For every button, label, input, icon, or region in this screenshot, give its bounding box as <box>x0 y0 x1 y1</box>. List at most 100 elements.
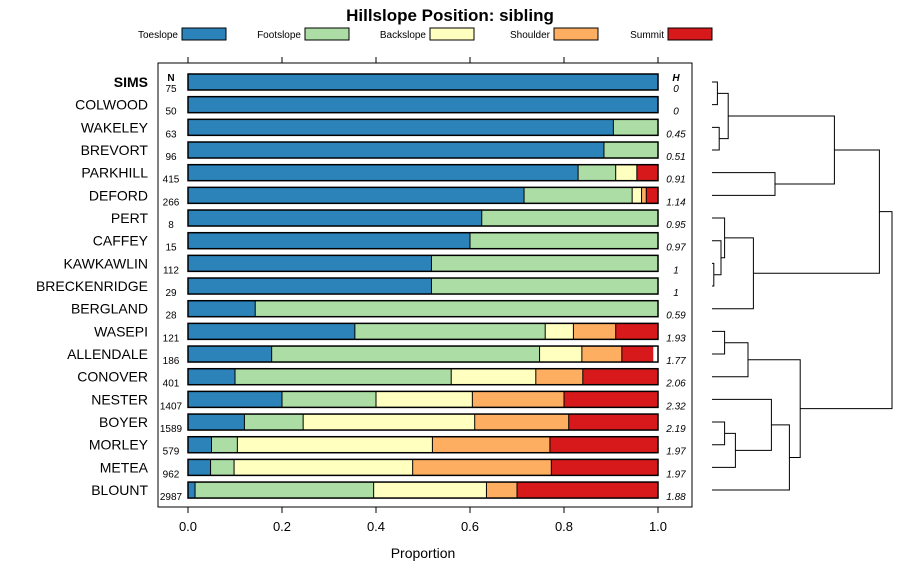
bar-outline-allendale <box>187 345 659 363</box>
row-label-deford: DEFORD <box>89 187 148 203</box>
bar-segment-morley-footslope <box>211 436 238 453</box>
x-axis-title: Proportion <box>391 545 456 561</box>
dendrogram-link <box>712 237 754 310</box>
n-value-morley: 579 <box>163 447 180 458</box>
row-label-boyer: BOYER <box>99 414 148 430</box>
bar-segment-boyer-toeslope <box>188 414 245 431</box>
bar-segment-pert-toeslope <box>188 210 482 227</box>
row-label-nester: NESTER <box>91 391 148 407</box>
dendrogram-link <box>728 115 835 185</box>
h-value-morley: 1.97 <box>666 447 686 458</box>
row-labels-group: SIMS 75 0 COLWOOD 50 0 WAKELEY 63 0.45 BREVORT 96 0… <box>36 74 686 503</box>
x-tick-label: 0.6 <box>461 519 479 534</box>
n-value-wasepi: 121 <box>163 333 180 344</box>
h-value-caffey: 0.97 <box>666 243 686 254</box>
bar-segment-allendale-toeslope <box>188 346 272 363</box>
n-value-breckenridge: 29 <box>165 288 177 299</box>
dendrogram-link <box>712 398 772 451</box>
bar-segment-conover-backslope <box>451 368 536 385</box>
bar-segment-kawkawlin-footslope <box>431 255 658 272</box>
dendrogram-link <box>800 211 893 410</box>
n-value-parkhill: 415 <box>163 175 180 186</box>
bar-segment-parkhill-toeslope <box>188 164 579 181</box>
bar-segment-morley-toeslope <box>188 436 212 453</box>
dendrogram-link <box>712 424 790 491</box>
n-value-blount: 2987 <box>160 492 183 503</box>
row-label-conover: CONOVER <box>77 369 148 385</box>
dendrogram-link <box>753 149 880 274</box>
h-value-colwood: 0 <box>673 107 679 118</box>
row-label-brevort: BREVORT <box>81 142 149 158</box>
bars-group <box>187 73 659 499</box>
dendrogram-link <box>712 81 718 106</box>
bar-segment-nester-toeslope <box>188 391 282 408</box>
row-label-metea: METEA <box>100 459 149 475</box>
h-value-deford: 1.14 <box>666 197 686 208</box>
bar-outline-brevort <box>187 141 659 159</box>
plot-border <box>157 62 693 508</box>
bar-segment-deford-toeslope <box>188 187 525 204</box>
row-label-caffey: CAFFEY <box>93 233 149 249</box>
bar-segment-kawkawlin-toeslope <box>188 255 432 272</box>
row-label-wakeley: WAKELEY <box>81 119 149 135</box>
bar-segment-wakeley-footslope <box>613 119 658 136</box>
bar-segment-allendale-footslope <box>271 346 540 363</box>
bar-segment-brevort-toeslope <box>188 142 604 159</box>
bar-segment-metea-shoulder <box>412 459 552 476</box>
x-tick-label: 0.4 <box>367 519 385 534</box>
plot-frame <box>157 62 693 508</box>
bar-segment-deford-shoulder <box>641 187 647 204</box>
row-label-bergland: BERGLAND <box>71 301 148 317</box>
bar-segment-blount-footslope <box>195 482 374 499</box>
x-tick-label: 1.0 <box>649 519 667 534</box>
h-value-blount: 1.88 <box>666 492 686 503</box>
bar-segment-caffey-footslope <box>470 232 658 249</box>
legend-label-summit: Summit <box>630 30 664 41</box>
h-value-nester: 2.32 <box>665 401 686 412</box>
bar-segment-wasepi-footslope <box>354 323 546 340</box>
bar-segment-parkhill-footslope <box>578 164 616 181</box>
dendrogram-link <box>712 330 726 355</box>
bar-segment-brevort-footslope <box>603 142 658 159</box>
bar-segment-nester-summit <box>564 391 658 408</box>
h-value-boyer: 2.19 <box>665 424 686 435</box>
x-axis: 0.0 0.2 0.4 0.6 0.8 1.0 <box>179 57 667 534</box>
row-label-colwood: COLWOOD <box>75 97 148 113</box>
bar-outline-deford <box>187 186 659 205</box>
bar-outline-colwood <box>187 95 659 114</box>
bar-segment-allendale-backslope <box>539 346 582 363</box>
n-value-metea: 962 <box>163 469 180 480</box>
legend-swatch-summit <box>667 27 713 41</box>
h-value-bergland: 0.59 <box>666 311 686 322</box>
bar-segment-wasepi-toeslope <box>188 323 355 340</box>
bar-outline-pert <box>187 209 659 227</box>
n-value-deford: 266 <box>163 197 180 208</box>
h-value-allendale: 1.77 <box>666 356 686 367</box>
n-value-boyer: 1589 <box>160 424 183 435</box>
dendrogram-link <box>712 432 736 468</box>
h-value-metea: 1.97 <box>666 469 686 480</box>
bar-segment-blount-toeslope <box>188 482 196 499</box>
n-value-kawkawlin: 112 <box>163 265 179 276</box>
bar-segment-morley-summit <box>549 436 658 453</box>
bar-segment-wasepi-backslope <box>545 323 574 340</box>
dendrogram-link <box>712 342 749 378</box>
dendrogram-link <box>712 172 776 196</box>
legend-label-shoulder: Shoulder <box>510 30 551 41</box>
bar-segment-morley-backslope <box>237 436 433 453</box>
chart-title: Hillslope Position: sibling <box>346 6 554 25</box>
row-label-allendale: ALLENDALE <box>67 346 148 362</box>
legend-swatch-footslope <box>304 27 350 41</box>
bar-segment-wakeley-toeslope <box>188 119 614 136</box>
bar-segment-bergland-footslope <box>255 300 658 317</box>
bar-outline-boyer <box>187 413 659 431</box>
row-label-pert: PERT <box>111 210 149 226</box>
bar-segment-blount-backslope <box>373 482 487 499</box>
bar-segment-allendale-shoulder <box>581 346 622 363</box>
bar-segment-deford-footslope <box>524 187 633 204</box>
h-value-breckenridge: 1 <box>673 288 679 299</box>
n-value-conover: 401 <box>163 379 180 390</box>
row-label-wasepi: WASEPI <box>94 323 148 339</box>
bar-segment-breckenridge-toeslope <box>188 278 432 295</box>
